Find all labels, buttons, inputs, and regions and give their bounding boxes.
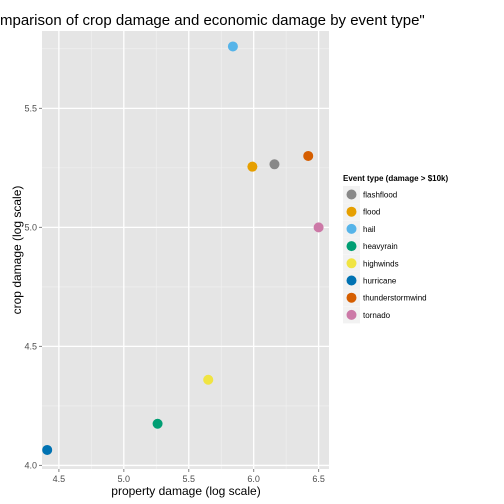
- data-point-flashflood: [269, 159, 280, 170]
- y-axis-title: crop damage (log scale): [10, 186, 24, 315]
- legend-swatch-tornado: [346, 309, 357, 320]
- legend-swatch-thunderstormwind: [346, 292, 357, 303]
- minor-gridlines: [42, 31, 329, 469]
- data-point-highwinds: [203, 374, 214, 385]
- legend-swatch-hurricane: [346, 275, 357, 286]
- x-tick-label: 6.5: [312, 474, 325, 484]
- legend-label-tornado: tornado: [363, 311, 391, 320]
- x-tick-label: 5.5: [182, 474, 195, 484]
- y-axis-ticks: 4.0 4.5 5.0 5.5: [24, 103, 42, 470]
- chart-title: mparison of crop damage and economic dam…: [0, 12, 425, 29]
- legend-swatch-flood: [346, 206, 357, 217]
- legend-label-thunderstormwind: thunderstormwind: [363, 294, 427, 303]
- legend-items: flashflood flood hail heavyrain highwinds hur…: [343, 186, 427, 324]
- legend-label-flashflood: flashflood: [363, 191, 397, 200]
- legend: Event type (damage > $10k) flashflood flo…: [343, 174, 448, 324]
- y-tick-label: 4.5: [24, 341, 37, 351]
- plot-panel: [42, 31, 329, 469]
- legend-label-flood: flood: [363, 208, 380, 217]
- x-tick-label: 4.5: [53, 474, 66, 484]
- x-tick-label: 6.0: [247, 474, 260, 484]
- data-point-thunderstormwind: [303, 150, 314, 161]
- legend-label-highwinds: highwinds: [363, 259, 399, 268]
- y-tick-label: 5.0: [24, 222, 37, 232]
- data-point-heavyrain: [152, 418, 163, 429]
- x-axis-ticks: 4.5 5.0 5.5 6.0 6.5: [53, 469, 325, 484]
- y-tick-label: 4.0: [24, 460, 37, 470]
- data-point-flood: [247, 161, 258, 172]
- data-point-tornado: [313, 222, 324, 233]
- x-tick-label: 5.0: [118, 474, 131, 484]
- y-tick-label: 5.5: [24, 103, 37, 113]
- legend-title: Event type (damage > $10k): [343, 174, 448, 183]
- major-gridlines: [42, 31, 329, 469]
- legend-swatch-heavyrain: [346, 241, 357, 252]
- data-points: [42, 41, 324, 455]
- legend-label-heavyrain: heavyrain: [363, 242, 398, 251]
- x-axis-title: property damage (log scale): [111, 484, 260, 498]
- data-point-hail: [227, 41, 238, 52]
- legend-swatch-flashflood: [346, 189, 357, 200]
- legend-label-hail: hail: [363, 225, 376, 234]
- legend-label-hurricane: hurricane: [363, 277, 397, 286]
- legend-swatch-hail: [346, 223, 357, 234]
- data-point-hurricane: [42, 444, 53, 455]
- legend-swatch-highwinds: [346, 258, 357, 269]
